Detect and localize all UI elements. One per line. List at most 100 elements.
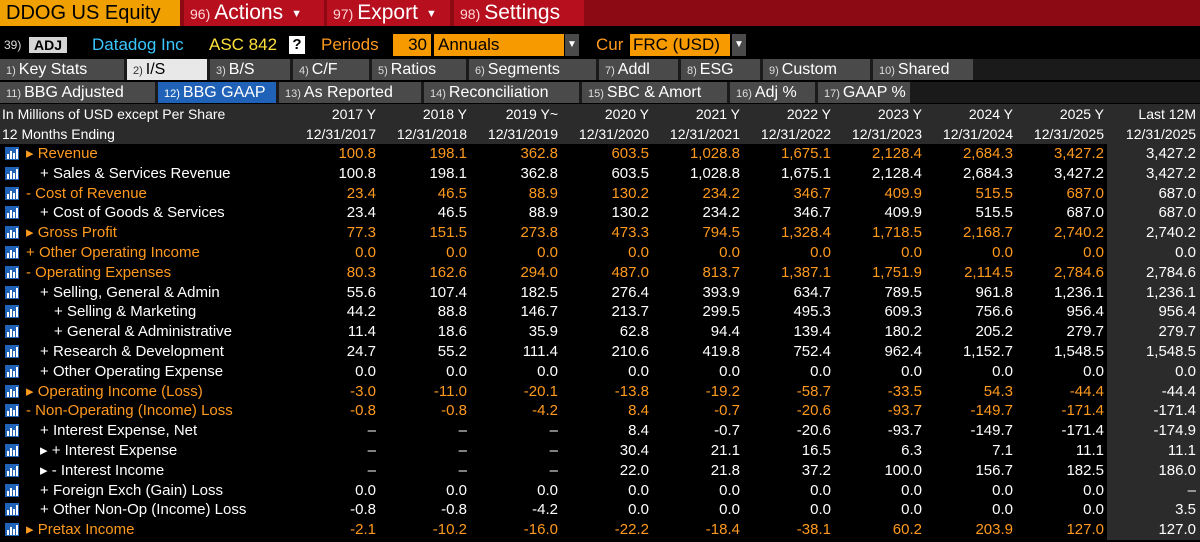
table-cell[interactable]: -171.4 [1061,402,1104,420]
table-cell[interactable]: -20.1 [523,382,558,400]
table-cell[interactable]: 88.9 [528,184,558,202]
frequency-select[interactable]: Annuals [434,34,564,56]
bar-chart-icon[interactable] [5,206,19,220]
table-cell[interactable]: -4.2 [532,402,558,420]
help-icon[interactable]: ? [289,36,305,54]
table-cell[interactable]: 24.7 [346,343,376,360]
actions-menu[interactable]: 96) Actions ▼ [184,0,324,26]
table-cell[interactable]: 162.6 [429,263,467,281]
table-cell[interactable]: 80.3 [346,263,376,281]
table-cell[interactable]: – [367,422,376,440]
table-cell[interactable]: 0.0 [810,481,831,499]
table-cell[interactable]: 473.3 [611,224,649,242]
table-cell[interactable]: 1,387.1 [780,263,831,281]
table-cell[interactable]: 1,751.9 [871,263,922,281]
periods-input[interactable]: 30 [393,34,431,56]
table-cell[interactable]: 54.3 [983,382,1013,400]
table-cell[interactable]: -93.7 [887,402,922,420]
table-cell[interactable]: 139.4 [793,323,831,341]
table-cell[interactable]: -0.8 [350,501,376,519]
bar-chart-icon[interactable] [5,503,19,517]
table-cell[interactable]: 3.5 [1175,501,1196,519]
table-cell[interactable]: 0.0 [537,244,558,261]
table-cell[interactable]: 151.5 [429,224,467,242]
bar-chart-icon[interactable] [5,186,19,200]
table-cell[interactable]: -0.8 [441,402,467,420]
table-cell[interactable]: 210.6 [611,343,649,360]
table-cell[interactable]: 299.5 [702,303,740,321]
bar-chart-icon[interactable] [5,483,19,497]
table-cell[interactable]: 55.6 [346,283,376,301]
table-row[interactable]: ▸ Operating Income (Loss) -3.0 -11.0 -20.1 -… [0,381,1200,402]
table-row[interactable]: + Selling & Marketing 44.2 88.8 146.7 213.7 2… [0,302,1200,323]
tab-key-stats[interactable]: 1) Key Stats [0,59,124,80]
bar-chart-icon[interactable] [5,384,19,398]
table-cell[interactable]: 1,028.8 [689,164,740,182]
tab-income-statement[interactable]: 2) I/S [127,59,207,80]
currency-dropdown-icon[interactable]: ▼ [732,34,746,56]
table-cell[interactable]: 18.6 [437,323,467,341]
table-cell[interactable]: – [549,422,558,440]
table-cell[interactable]: 46.5 [437,204,467,222]
table-cell[interactable]: 0.0 [992,481,1013,499]
table-cell[interactable]: 3,427.2 [1053,164,1104,182]
tab-sbc-amort[interactable]: 15) SBC & Amort [582,82,727,103]
table-cell[interactable]: 107.4 [429,283,467,301]
table-cell[interactable]: 11.1 [1167,442,1196,459]
table-row[interactable]: + Research & Development 24.7 55.2 111.4 210… [0,342,1200,362]
table-cell[interactable]: 362.8 [520,164,558,182]
bar-chart-icon[interactable] [5,463,19,477]
table-cell[interactable]: 37.2 [801,461,831,479]
table-cell[interactable]: 8.4 [628,422,649,440]
table-cell[interactable]: 0.0 [1083,501,1104,519]
table-cell[interactable]: 60.2 [892,521,922,539]
table-cell[interactable]: 1,675.1 [780,164,831,182]
table-cell[interactable]: 1,236.1 [1053,283,1104,301]
table-cell[interactable]: 756.6 [975,303,1013,321]
table-cell[interactable]: -0.8 [350,402,376,420]
table-cell[interactable]: 205.2 [975,323,1013,341]
table-cell[interactable]: 7.1 [992,442,1013,459]
table-cell[interactable]: 0.0 [628,362,649,380]
table-cell[interactable]: -44.4 [1069,382,1104,400]
table-cell[interactable]: 495.3 [793,303,831,321]
row-label[interactable]: ▸ Operating Income (Loss) [26,382,203,402]
table-cell[interactable]: 234.2 [702,184,740,202]
tab-ratios[interactable]: 5) Ratios [372,59,466,80]
bar-chart-icon[interactable] [5,246,19,259]
tab-custom[interactable]: 9) Custom [763,59,870,80]
table-cell[interactable]: 409.9 [884,184,922,202]
table-cell[interactable]: 0.0 [992,244,1013,261]
table-cell[interactable]: 515.5 [975,204,1013,222]
table-row[interactable]: - Non-Operating (Income) Loss -0.8 -0.8 -4.… [0,401,1200,422]
tab-esg[interactable]: 8) ESG [681,59,760,80]
table-cell[interactable]: -18.4 [705,521,740,539]
table-row[interactable]: + Other Operating Expense 0.0 0.0 0.0 0.0 0.0… [0,361,1200,382]
table-cell[interactable]: 1,675.1 [780,145,831,162]
frequency-dropdown-icon[interactable]: ▼ [565,34,579,56]
table-row[interactable]: - Operating Expenses 80.3 162.6 294.0 487.0 8… [0,262,1200,283]
table-cell[interactable]: 0.0 [1083,362,1104,380]
table-cell[interactable]: 1,548.5 [1053,343,1104,360]
table-row[interactable]: ▸ Gross Profit 77.3 151.5 273.8 473.3 794.5 1,… [0,223,1200,244]
table-cell[interactable]: -171.4 [1061,422,1104,440]
table-cell[interactable]: 35.9 [528,323,558,341]
row-label[interactable]: ▸ Gross Profit [26,223,117,243]
table-cell[interactable]: 0.0 [901,481,922,499]
table-cell[interactable]: -22.2 [614,521,649,539]
table-cell[interactable]: 0.0 [1175,362,1196,380]
bar-chart-icon[interactable] [5,265,19,279]
row-label[interactable]: + Other Operating Expense [40,362,223,382]
table-cell[interactable]: 3,427.2 [1053,145,1104,162]
table-cell[interactable]: – [1187,481,1196,499]
table-cell[interactable]: 393.9 [702,283,740,301]
tab-bbg-adjusted[interactable]: 11) BBG Adjusted [0,82,155,103]
table-cell[interactable]: 23.4 [346,184,376,202]
table-cell[interactable]: 2,740.2 [1145,224,1196,242]
table-cell[interactable]: -20.6 [796,422,831,440]
table-cell[interactable]: 346.7 [793,204,831,222]
tab-segments[interactable]: 6) Segments [469,59,596,80]
table-cell[interactable]: 11.1 [1075,442,1104,459]
table-cell[interactable]: 1,236.1 [1145,283,1196,301]
table-cell[interactable]: 0.0 [719,481,740,499]
